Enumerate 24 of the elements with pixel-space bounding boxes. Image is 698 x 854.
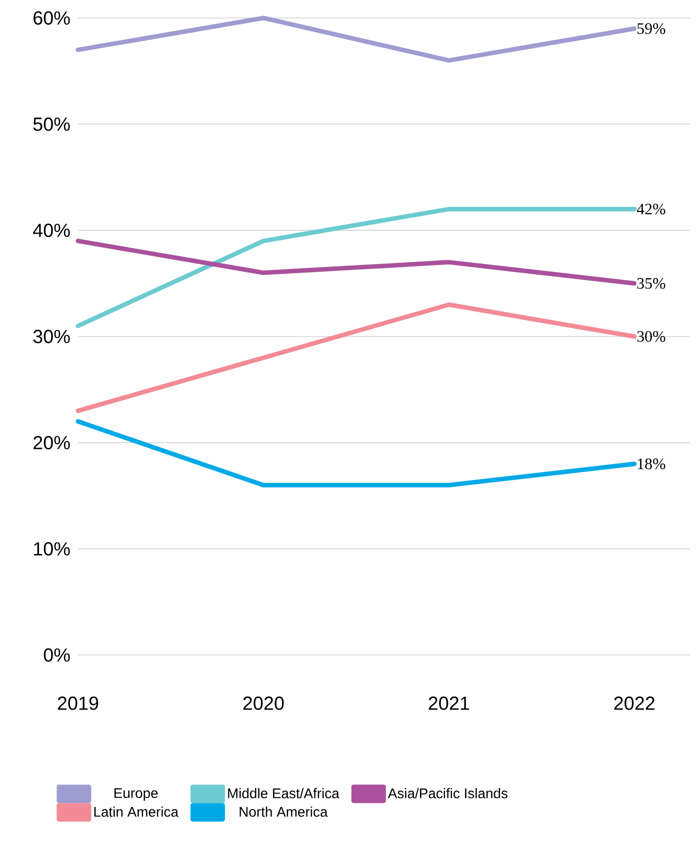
- y-tick-label: 0%: [44, 648, 70, 662]
- y-tick-label: 40%: [33, 224, 70, 238]
- data-label: 42%: [636, 204, 666, 214]
- line-series: [76, 302, 637, 414]
- line-series: [76, 238, 637, 286]
- x-tick-label: 2020: [243, 696, 284, 710]
- legend-label: Middle East/Africa: [228, 788, 340, 798]
- x-tick-label: 2022: [614, 696, 654, 710]
- data-label: 35%: [637, 278, 666, 289]
- y-tick-label: 60%: [34, 11, 70, 25]
- legend-label: Latin America: [94, 806, 178, 817]
- data-label: 59%: [637, 23, 666, 34]
- legend-label: Asia/Pacific Islands: [388, 788, 508, 798]
- line-series: [76, 16, 637, 63]
- x-tick-label: 2019: [58, 696, 98, 710]
- y-tick-label: 30%: [33, 330, 70, 344]
- y-tick-label: 50%: [33, 117, 70, 131]
- y-tick-label: 20%: [34, 436, 70, 450]
- y-tick-label: 10%: [34, 542, 70, 556]
- x-tick-label: 2021: [428, 696, 470, 710]
- legend-label: Europe: [114, 788, 158, 801]
- data-label: 30%: [637, 331, 666, 342]
- legend-label: North America: [240, 806, 328, 817]
- data-label: 18%: [638, 458, 666, 470]
